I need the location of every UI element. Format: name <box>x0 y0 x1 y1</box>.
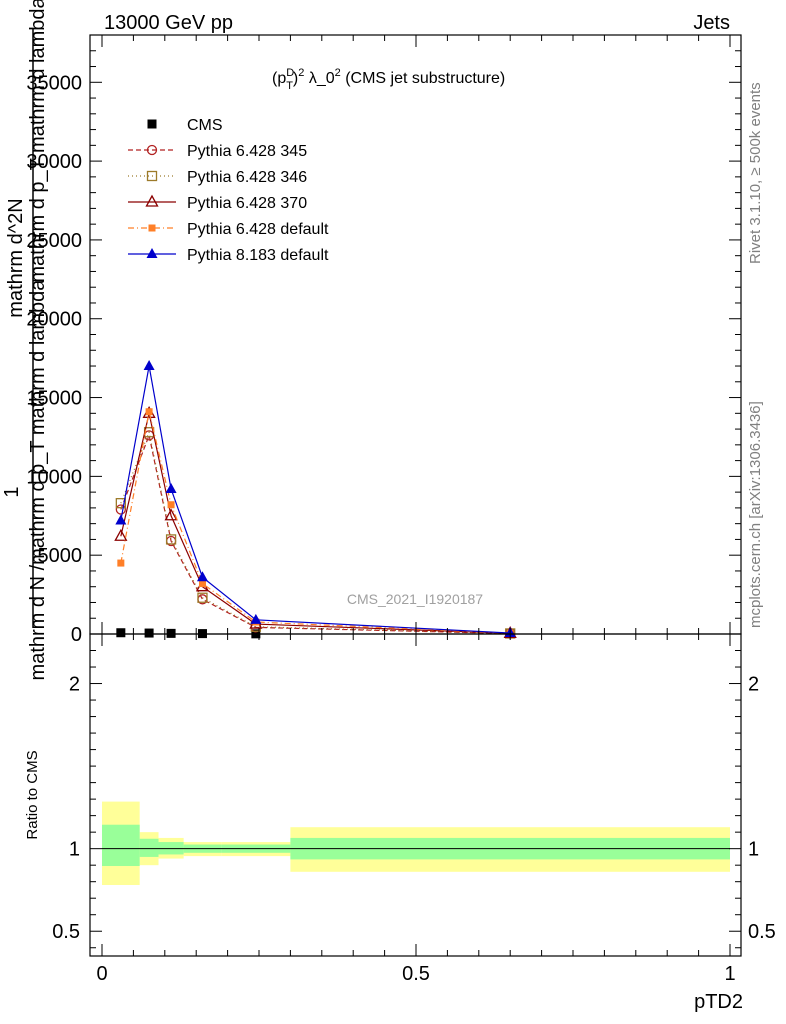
data-point <box>198 580 206 588</box>
header-energy-label: 13000 GeV pp <box>104 12 233 34</box>
legend-label: Pythia 6.428 default <box>187 221 329 238</box>
series-line <box>120 433 511 635</box>
y-tick-label: 10000 <box>26 466 82 488</box>
legend-marker <box>146 170 158 182</box>
x-tick-label: 0.5 <box>402 963 430 985</box>
ratio-band-inner <box>139 838 159 857</box>
ratio-band-inner <box>102 824 140 867</box>
data-point <box>144 628 154 638</box>
legend: CMS Pythia 6.428 345 Pythia 6.428 346 Pythi… <box>128 117 329 264</box>
title-part-sub: T <box>286 80 293 92</box>
legend-item-4: Pythia 6.428 default <box>128 221 329 238</box>
data-point <box>116 628 126 638</box>
legend-marker <box>147 119 157 129</box>
y-label-numerator: mathrm d^2N <box>5 198 27 317</box>
chart-title: (pD T)2 λ_02 (CMS jet substructure) <box>272 67 505 92</box>
series-line <box>120 365 511 634</box>
x-tick-label: 1 <box>724 963 735 985</box>
header-process-label: Jets <box>693 12 730 34</box>
title-part-tail: (CMS jet substructure) <box>341 70 505 87</box>
legend-item-0: CMS <box>147 117 223 134</box>
analysis-label: CMS_2021_I1920187 <box>347 591 483 607</box>
title-part-sup: D <box>286 67 294 79</box>
data-point <box>165 482 177 493</box>
title-part-sup3: 2 <box>335 67 341 79</box>
series-5 <box>115 360 516 638</box>
ratio-y-axis-label: Ratio to CMS <box>24 750 41 839</box>
data-point <box>166 628 176 638</box>
data-point <box>196 571 208 582</box>
title-part-open: (p <box>272 70 286 87</box>
title-part-sup2: 2 <box>298 67 304 79</box>
title-part-rest: λ_0 <box>304 70 334 87</box>
y-tick-label: 25000 <box>26 230 82 252</box>
data-point <box>143 360 155 371</box>
ratio-bands-layer <box>102 801 730 885</box>
axes-layer: 0 0.5 1 0 5000 10000 15000 20000 25000 30000 35000… <box>26 34 776 985</box>
ratio-y-tick-label-left: 2 <box>69 674 80 696</box>
legend-item-2: Pythia 6.428 346 <box>128 169 307 186</box>
data-point <box>250 613 262 624</box>
x-tick-label: 0 <box>96 963 107 985</box>
legend-item-5: Pythia 8.183 default <box>128 247 329 264</box>
legend-label: Pythia 6.428 346 <box>187 169 307 186</box>
data-point <box>165 534 177 545</box>
data-point <box>145 408 153 416</box>
data-point <box>115 504 126 515</box>
legend-marker <box>145 194 159 207</box>
rivet-version-label: Rivet 3.1.10, ≥ 500k events <box>747 82 764 264</box>
data-point <box>114 528 128 541</box>
legend-marker <box>148 224 156 232</box>
legend-label: Pythia 8.183 default <box>187 247 329 264</box>
data-point <box>115 514 127 525</box>
legend-label: Pythia 6.428 370 <box>187 195 307 212</box>
legend-label: Pythia 6.428 345 <box>187 143 307 160</box>
y-label-one: 1 <box>1 486 23 497</box>
series-line <box>120 411 511 634</box>
series-layer <box>114 360 517 639</box>
legend-item-3: Pythia 6.428 370 <box>128 194 307 212</box>
data-point <box>164 508 178 521</box>
title-part-close: ) <box>293 70 298 87</box>
mcplots-label: mcplots.cern.ch [arXiv:1306.3436] <box>747 401 764 628</box>
y-tick-label: 0 <box>71 624 82 646</box>
legend-marker <box>146 248 158 258</box>
legend-item-1: Pythia 6.428 345 <box>128 143 307 160</box>
y-tick-label: 5000 <box>38 545 83 567</box>
data-point <box>167 501 175 509</box>
y-label-denominator: mathrm d N /mathrm d p_T mathrm d lambda <box>27 279 49 681</box>
y-tick-label: 15000 <box>26 388 82 410</box>
ratio-y-tick-label-right: 0.5 <box>748 921 776 943</box>
ratio-y-tick-label-right: 1 <box>748 839 759 861</box>
main-y-axis-label: 1 mathrm d^2N mathrm d p_T mathrm d lamb… <box>1 0 49 680</box>
y-tick-label: 30000 <box>26 151 82 173</box>
data-point <box>197 592 208 603</box>
legend-label: CMS <box>187 117 223 134</box>
x-axis-label: pTD2 <box>694 991 743 1013</box>
ratio-y-tick-label-left: 0.5 <box>52 921 80 943</box>
ratio-y-tick-label-left: 1 <box>69 839 80 861</box>
data-point <box>115 498 126 509</box>
data-point <box>117 559 125 567</box>
y-tick-label: 20000 <box>26 309 82 331</box>
y-tick-label: 35000 <box>26 72 82 94</box>
legend-marker <box>146 144 158 156</box>
y-label-numerator-2: mathrm d p_T mathrm d lambda <box>27 0 49 283</box>
ratio-y-tick-label-right: 2 <box>748 674 759 696</box>
ratio-plot-frame <box>89 633 742 957</box>
